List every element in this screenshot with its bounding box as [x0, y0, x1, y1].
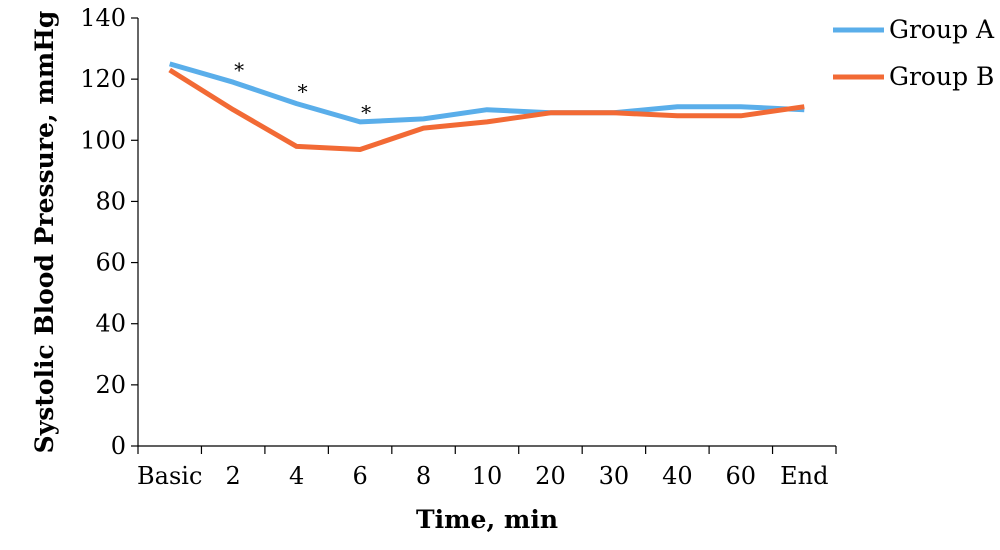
y-tick-label: 60 — [95, 249, 126, 277]
annotation-group: * * * — [234, 58, 371, 125]
legend-label: Group B — [889, 62, 994, 91]
x-tick-label: 30 — [599, 462, 630, 490]
x-tick-label: 8 — [416, 462, 431, 490]
series-group — [168, 61, 805, 152]
y-axis-title: Systolic Blood Pressure, mmHg — [30, 11, 59, 454]
y-tick-label: 40 — [95, 310, 126, 338]
x-tick-label: End — [780, 462, 828, 490]
series-line-group-b — [168, 67, 805, 152]
chart-axes — [137, 18, 836, 447]
x-tick-group: Basic 2 4 6 8 10 20 30 40 60 End — [137, 446, 837, 490]
x-tick-label: 10 — [472, 462, 503, 490]
y-tick-label: 120 — [80, 65, 126, 93]
y-tick-label: 0 — [111, 432, 126, 460]
x-tick-label: 6 — [352, 462, 367, 490]
significance-marker: * — [361, 101, 371, 125]
significance-marker: * — [298, 79, 308, 103]
y-tick-label: 100 — [80, 126, 126, 154]
x-tick-label: 60 — [726, 462, 757, 490]
x-tick-label: 40 — [662, 462, 693, 490]
legend: Group A Group B — [833, 15, 995, 91]
x-tick-label: 4 — [289, 462, 304, 490]
x-tick-label: 2 — [226, 462, 241, 490]
series-line-group-a — [169, 61, 805, 125]
x-tick-label: 20 — [535, 462, 566, 490]
y-tick-label: 20 — [95, 371, 126, 399]
y-tick-label: 140 — [80, 4, 126, 32]
x-tick-label: Basic — [137, 462, 202, 490]
legend-label: Group A — [889, 15, 995, 44]
x-axis-title: Time, min — [416, 505, 558, 534]
significance-marker: * — [234, 58, 244, 82]
y-tick-label: 80 — [95, 187, 126, 215]
y-tick-group: 0 20 40 60 80 100 120 140 — [80, 4, 138, 460]
